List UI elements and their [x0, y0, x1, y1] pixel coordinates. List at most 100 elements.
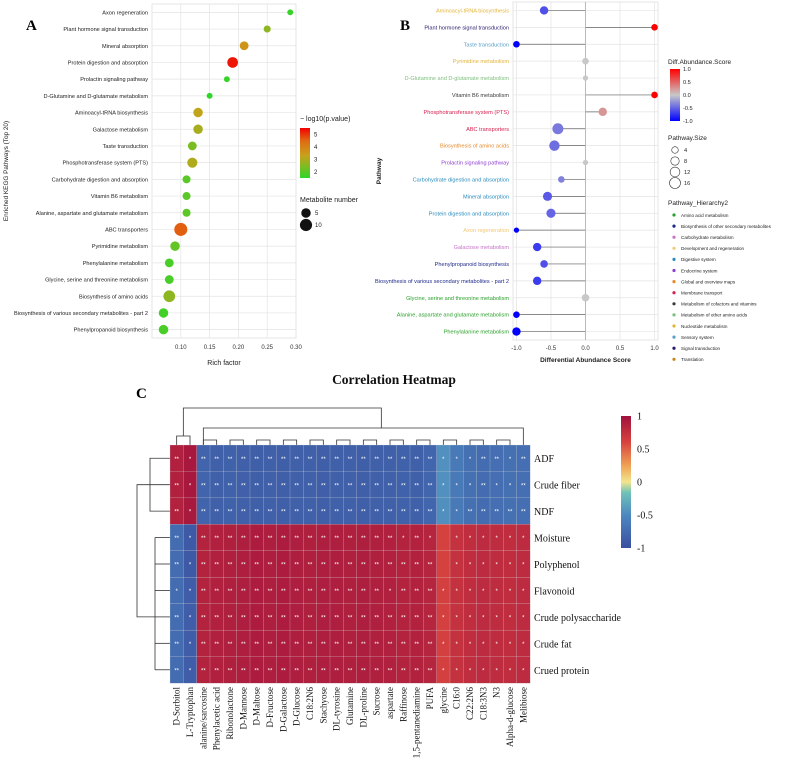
panel-b-point: [532, 276, 542, 286]
panel-b-point: [512, 327, 521, 336]
panel-c-row-label: Crude fiber: [534, 481, 580, 492]
panel-c-significance: **: [201, 642, 206, 648]
panel-a-point: [163, 290, 176, 303]
panel-c-col-dendrogram: [282, 439, 298, 445]
panel-b-hierarchy-legend-label: Development and regeneration: [681, 246, 745, 251]
panel-c-significance: **: [281, 563, 286, 569]
panel-c-significance: **: [174, 668, 179, 674]
panel-c-col-dendrogram: [496, 439, 511, 445]
panel-b-size-legend-title: Pathway.Size: [668, 135, 707, 142]
panel-c-significance: *: [189, 589, 192, 595]
panel-b-xtick-label: -1.0: [511, 346, 522, 352]
panel-c-significance: *: [189, 642, 192, 648]
panel-b-colorbar-tick: -0.5: [683, 106, 693, 112]
panel-b-ytick-label: Biosynthesis of amino acids: [440, 144, 509, 150]
panel-a-ytick-label: Carbohydrate digestion and absorption: [52, 177, 148, 183]
panel-c-significance: **: [321, 615, 326, 621]
panel-c-significance: **: [401, 589, 406, 595]
panel-c-significance: **: [334, 615, 339, 621]
panel-a-point: [182, 175, 191, 184]
panel-c-significance: **: [268, 668, 273, 674]
panel-c-significance: *: [522, 668, 525, 674]
panel-c-significance: **: [214, 668, 219, 674]
panel-b-ytick-label: Biosynthesis of various secondary metabo…: [375, 279, 509, 285]
panel-c-significance: **: [361, 589, 366, 595]
panel-c-significance: **: [401, 510, 406, 516]
panel-c-significance: **: [414, 642, 419, 648]
panel-c-significance: **: [321, 642, 326, 648]
panel-b-hierarchy-legend-label: Global and overview maps: [681, 279, 736, 284]
panel-c-significance: **: [201, 510, 206, 516]
panel-c-significance: **: [228, 642, 233, 648]
panel-c-significance: **: [281, 668, 286, 674]
panel-c-significance: **: [401, 483, 406, 489]
panel-c-significance: **: [414, 457, 419, 463]
panel-b-hierarchy-legend-label: Metabolism of cofactors and vitamins: [681, 302, 757, 307]
panel-b-hierarchy-legend-label: Amino acid metabolism: [681, 213, 729, 218]
panel-c-significance: *: [522, 536, 525, 542]
panel-c-significance: *: [442, 510, 445, 516]
panel-c-significance: **: [414, 483, 419, 489]
panel-c-col-label: Glutamine: [345, 687, 355, 725]
panel-c-col-label: D-Fructose: [265, 687, 275, 728]
panel-c-significance: **: [401, 563, 406, 569]
panel-c-significance: *: [455, 589, 458, 595]
panel-a-ylabel: Enriched KEGG Pathways (Top 20): [3, 121, 10, 221]
panel-b-colorbar-tick: 1.0: [683, 67, 691, 73]
panel-c-significance: **: [228, 589, 233, 595]
panel-c-significance: **: [294, 589, 299, 595]
panel-a-ytick-label: Biosynthesis of various secondary metabo…: [14, 311, 148, 317]
panel-c-row-label: Polyphenol: [534, 560, 580, 571]
panel-c-col-label: C16:0: [452, 687, 462, 710]
panel-c-significance: *: [495, 589, 498, 595]
panel-c-significance: **: [348, 642, 353, 648]
panel-c-significance: **: [388, 668, 393, 674]
panel-c-significance: **: [361, 615, 366, 621]
panel-c-significance: **: [428, 510, 433, 516]
panel-c-significance: **: [388, 483, 393, 489]
panel-c-significance: **: [174, 642, 179, 648]
panel-c-significance: **: [348, 536, 353, 542]
panel-a-point: [187, 141, 197, 151]
panel-b-ytick-label: Carbohydrate digestion and absorption: [413, 177, 509, 183]
panel-c-significance: *: [469, 642, 472, 648]
panel-c-significance: **: [494, 510, 499, 516]
panel-b-size-legend-dot: [669, 177, 681, 189]
panel-c-significance: **: [294, 536, 299, 542]
panel-c-significance: *: [509, 536, 512, 542]
panel-a-xtick-label: 0.10: [175, 345, 187, 351]
panel-c-significance: **: [254, 589, 259, 595]
panel-c-col-dendrogram: [309, 439, 324, 445]
panel-b-ylabel: Pathway: [376, 157, 383, 184]
panel-c-row-label: Flavonoid: [534, 586, 575, 597]
panel-c-row-label: Moisture: [534, 534, 571, 545]
panel-c-row-label: NDF: [534, 507, 554, 518]
panel-c-significance: **: [174, 536, 179, 542]
panel-c-significance: **: [294, 457, 299, 463]
panel-c-significance: **: [374, 668, 379, 674]
panel-c-significance: *: [442, 615, 445, 621]
panel-c-significance: **: [268, 510, 273, 516]
panel-b-hierarchy-legend-label: Membrane transport: [681, 291, 723, 296]
panel-b-hierarchy-legend-dot: [672, 302, 676, 306]
panel-a-size-legend-label: 10: [315, 223, 322, 229]
panel-b-point: [558, 176, 565, 183]
panel-c-significance: **: [268, 589, 273, 595]
panel-c-significance: **: [521, 483, 526, 489]
panel-c-row-dendrogram: [136, 484, 155, 618]
panel-c-significance: **: [334, 457, 339, 463]
panel-c-significance: **: [508, 510, 513, 516]
panel-c-significance: **: [348, 589, 353, 595]
panel-a-xtick-label: 0.30: [290, 345, 302, 351]
panel-c-significance: **: [214, 615, 219, 621]
panel-b-hierarchy-legend-label: Digestive system: [681, 257, 716, 262]
panel-a-point: [193, 124, 203, 134]
panel-c-significance: **: [228, 510, 233, 516]
panel-c-significance: **: [414, 563, 419, 569]
panel-c-significance: **: [201, 589, 206, 595]
panel-c-significance: **: [308, 642, 313, 648]
panel-c-significance: **: [201, 615, 206, 621]
panel-c-significance: **: [214, 457, 219, 463]
panel-c-significance: *: [509, 563, 512, 569]
panel-c-significance: *: [455, 457, 458, 463]
